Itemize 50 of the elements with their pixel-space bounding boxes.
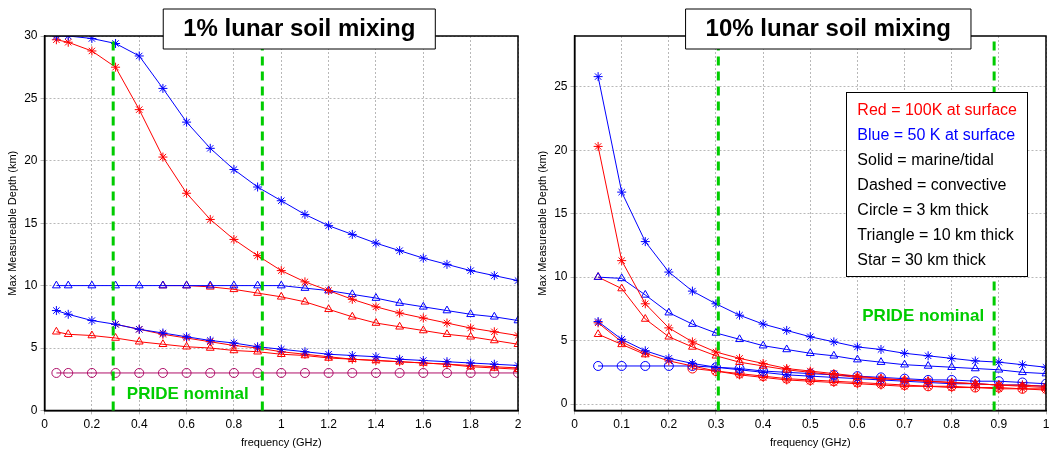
annotation: Blue = 50 K at surface (857, 125, 1017, 145)
annotation: Star = 30 km thick (857, 250, 987, 270)
chart-title: 1% lunar soil mixing (183, 13, 416, 41)
x-tick-label: 1.4 (367, 416, 385, 431)
x-tick-label: 0.8 (225, 416, 243, 431)
y-tick-label: 10 (24, 277, 38, 292)
x-tick-label: 0.8 (943, 416, 961, 431)
annotation: Dashed = convective (857, 175, 1008, 195)
x-tick-label: 0 (571, 416, 579, 431)
x-tick-label: 2 (514, 416, 522, 431)
y-tick-label: 10 (554, 269, 568, 284)
x-tick-label: 0.1 (613, 416, 631, 431)
x-axis-title: frequency (GHz) (240, 436, 322, 449)
x-tick-label: 1.6 (414, 416, 432, 431)
y-tick-label: 15 (24, 215, 38, 230)
y-tick-label: 30 (24, 28, 38, 43)
x-tick-label: 0.4 (754, 416, 772, 431)
x-tick-label: 0.6 (178, 416, 196, 431)
y-tick-label: 5 (30, 340, 38, 355)
x-tick-label: 0.3 (707, 416, 725, 431)
x-tick-label: 0.2 (83, 416, 101, 431)
x-tick-label: 0.5 (801, 416, 819, 431)
y-tick-label: 20 (24, 153, 38, 168)
y-axis-title: Max Measureable Depth (km) (5, 150, 18, 296)
y-tick-label: 25 (24, 90, 38, 105)
x-tick-label: 1.2 (320, 416, 338, 431)
annotation: Red = 100K at surface (857, 100, 1017, 120)
annotation: Solid = marine/tidal (857, 150, 995, 170)
annotation: PRIDE nominal (126, 384, 249, 404)
annotation: Triangle = 10 km thick (857, 225, 1015, 245)
y-tick-label: 20 (554, 142, 568, 157)
x-tick-label: 0.7 (896, 416, 914, 431)
x-axis-title: frequency (GHz) (769, 436, 851, 449)
y-tick-label: 25 (554, 79, 568, 94)
x-tick-label: 0.6 (849, 416, 867, 431)
y-tick-label: 0 (560, 396, 568, 411)
annotation: PRIDE nominal (862, 306, 985, 326)
y-tick-label: 5 (560, 332, 568, 347)
x-tick-label: 0 (41, 416, 49, 431)
x-tick-label: 1 (277, 416, 285, 431)
annotation: Circle = 3 km thick (857, 200, 990, 220)
x-tick-label: 0.2 (660, 416, 678, 431)
x-tick-label: 1 (1042, 416, 1050, 431)
x-tick-label: 0.9 (990, 416, 1008, 431)
x-tick-label: 1.8 (462, 416, 480, 431)
y-tick-label: 15 (554, 205, 568, 220)
y-tick-label: 0 (30, 402, 38, 417)
chart-title: 10% lunar soil mixing (705, 13, 951, 41)
x-tick-label: 0.4 (130, 416, 148, 431)
y-axis-title: Max Measureable Depth (km) (535, 150, 548, 296)
